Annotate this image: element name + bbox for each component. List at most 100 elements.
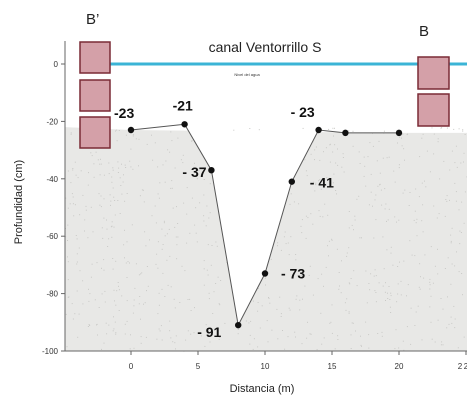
- soil-speck: [117, 161, 119, 163]
- soil-speck: [208, 298, 210, 300]
- soil-speck: [346, 298, 348, 300]
- soil-speck: [199, 202, 201, 204]
- soil-speck: [74, 204, 76, 206]
- soil-speck: [87, 184, 89, 186]
- right-endpoint-label: B: [419, 23, 429, 40]
- soil-speck: [430, 246, 432, 248]
- soil-speck: [462, 130, 464, 132]
- soil-speck: [338, 272, 340, 273]
- soil-speck: [297, 270, 299, 272]
- soil-speck: [370, 173, 372, 175]
- soil-speck: [172, 207, 174, 209]
- data-marks: -23 -21 - 37 - 91 - 73 - 41 - 23: [98, 62, 467, 340]
- soil-speck: [317, 278, 319, 280]
- soil-speck: [417, 305, 419, 307]
- soil-speck: [337, 339, 339, 340]
- soil-speck: [70, 133, 72, 135]
- soil-speck: [133, 299, 135, 301]
- soil-speck: [434, 341, 436, 343]
- soil-speck: [329, 143, 331, 145]
- soil-speck: [450, 283, 452, 285]
- soil-speck: [437, 273, 439, 275]
- soil-speck: [444, 268, 446, 269]
- soil-speck: [385, 300, 386, 301]
- soil-speck: [464, 191, 466, 193]
- soil-speck: [462, 129, 464, 131]
- soil-speck: [80, 170, 82, 172]
- y-tick-label: -20: [46, 117, 58, 126]
- soil-speck: [401, 137, 402, 139]
- soil-speck: [393, 170, 395, 172]
- soil-speck: [419, 288, 421, 290]
- point-label: - 73: [281, 266, 305, 282]
- soil-speck: [432, 282, 434, 284]
- soil-speck: [279, 296, 281, 298]
- soil-speck: [157, 193, 159, 195]
- soil-speck: [319, 215, 321, 217]
- soil-speck: [105, 322, 107, 324]
- soil-speck: [295, 259, 297, 261]
- soil-speck: [158, 328, 160, 330]
- soil-speck: [363, 175, 365, 177]
- soil-speck: [182, 162, 184, 164]
- soil-speck: [397, 283, 399, 285]
- soil-speck: [208, 217, 210, 219]
- soil-speck: [373, 237, 375, 239]
- soil-speck: [463, 222, 465, 224]
- soil-speck: [195, 207, 197, 209]
- soil-speck: [250, 320, 252, 322]
- soil-speck: [237, 328, 239, 330]
- soil-speck: [453, 305, 455, 307]
- soil-speck: [288, 254, 290, 256]
- soil-speck: [76, 290, 78, 292]
- soil-speck: [429, 171, 431, 173]
- soil-speck: [91, 263, 93, 265]
- axes: 0 -20 -40 -60 -80 -100 0 5 10 15 20 22: [42, 41, 467, 371]
- soil-speck: [77, 336, 79, 338]
- soil-speck: [167, 284, 169, 286]
- soil-speck: [386, 157, 388, 159]
- soil-speck: [118, 289, 120, 291]
- soil-speck: [120, 185, 122, 186]
- bank-box: [79, 116, 111, 149]
- soil-speck: [233, 129, 235, 131]
- soil-speck: [71, 193, 73, 195]
- soil-speck: [348, 211, 350, 212]
- soil-speck: [151, 134, 152, 136]
- soil-speck: [330, 321, 332, 323]
- soil-speck: [318, 210, 320, 212]
- soil-speck: [156, 338, 158, 340]
- soil-speck: [135, 263, 137, 265]
- soil-speck: [361, 345, 362, 347]
- soil-speck: [187, 299, 189, 300]
- soil-speck: [456, 166, 458, 168]
- soil-speck: [440, 298, 442, 299]
- soil-speck: [112, 167, 114, 169]
- soil-speck: [76, 261, 78, 263]
- soil-speck: [66, 346, 68, 348]
- soil-speck: [323, 151, 324, 153]
- soil-speck: [117, 282, 119, 283]
- soil-speck: [368, 283, 370, 284]
- soil-speck: [399, 261, 400, 263]
- soil-speck: [295, 336, 296, 338]
- soil-speck: [67, 224, 69, 226]
- soil-speck: [189, 298, 191, 300]
- soil-speck: [219, 337, 221, 338]
- soil-speck: [423, 277, 425, 279]
- soil-speck: [379, 184, 381, 186]
- soil-speck: [350, 348, 352, 349]
- soil-speck: [441, 341, 443, 343]
- soil-speck: [215, 241, 217, 243]
- soil-speck: [389, 306, 391, 308]
- soil-speck: [319, 179, 321, 181]
- soil-speck: [163, 220, 165, 222]
- soil-speck: [429, 288, 431, 290]
- soil-speck: [115, 130, 116, 132]
- soil-speck: [115, 304, 117, 306]
- soil-speck: [224, 322, 226, 324]
- soil-speck: [76, 238, 78, 240]
- soil-speck: [124, 200, 126, 202]
- soil-speck: [410, 343, 412, 345]
- y-tick-label: -80: [46, 290, 58, 299]
